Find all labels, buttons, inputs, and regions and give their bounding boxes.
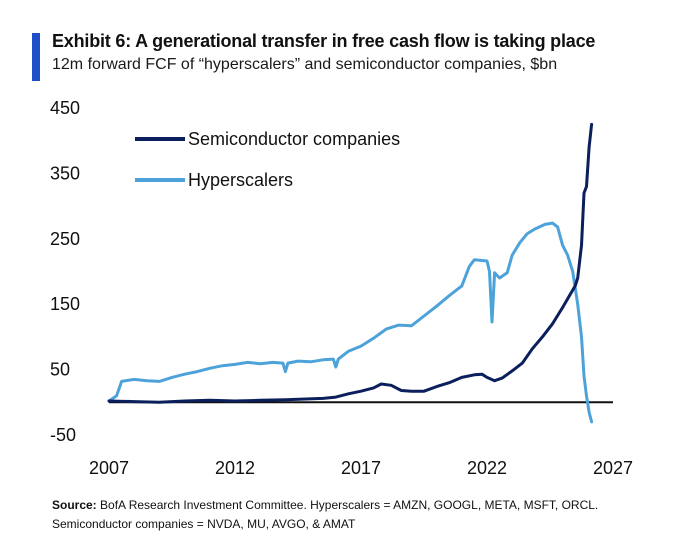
- y-tick-label: -50: [50, 425, 76, 445]
- y-tick-label: 450: [50, 98, 80, 118]
- x-tick-label: 2007: [89, 458, 129, 478]
- legend-label: Hyperscalers: [188, 170, 293, 190]
- series-line-semiconductor: [107, 122, 594, 404]
- legend-label: Semiconductor companies: [188, 129, 400, 149]
- x-tick-label: 2012: [215, 458, 255, 478]
- source-note: Source: BofA Research Investment Committ…: [52, 496, 672, 534]
- x-tick-label: 2022: [467, 458, 507, 478]
- source-line-1: BofA Research Investment Committee. Hype…: [96, 498, 599, 512]
- chart-title: Exhibit 6: A generational transfer in fr…: [52, 31, 596, 51]
- y-tick-label: 350: [50, 163, 80, 183]
- y-tick-label: 50: [50, 360, 70, 380]
- x-axis-ticks: 2007 2012 2017 2022 2027: [89, 458, 633, 478]
- chart-subtitle: 12m forward FCF of “hyperscalers” and se…: [52, 56, 558, 73]
- y-tick-label: 250: [50, 229, 80, 249]
- legend: Semiconductor companies Hyperscalers: [135, 129, 400, 190]
- x-tick-label: 2027: [593, 458, 633, 478]
- x-tick-label: 2017: [341, 458, 381, 478]
- source-line-2: Semiconductor companies = NVDA, MU, AVGO…: [52, 517, 356, 531]
- series-layer: [107, 122, 594, 424]
- source-label: Source:: [52, 498, 97, 512]
- exhibit-accent-bar: [32, 33, 40, 81]
- y-tick-label: 150: [50, 294, 80, 314]
- y-axis-ticks: 450 350 250 150 50 -50: [50, 98, 80, 445]
- series-line-hyperscalers: [107, 221, 594, 424]
